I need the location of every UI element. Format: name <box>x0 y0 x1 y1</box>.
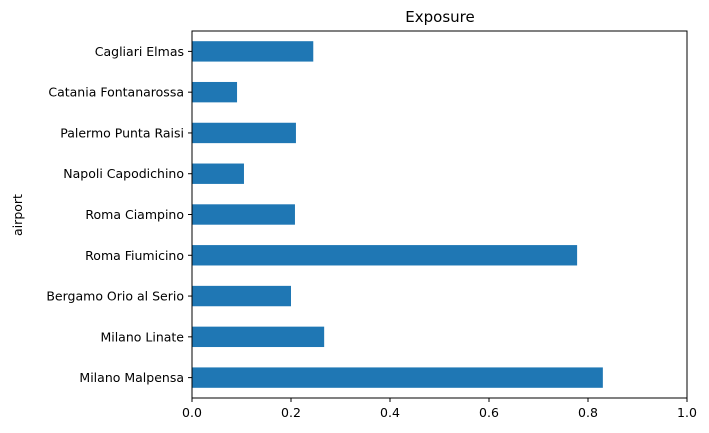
y-axis-label: airport <box>10 194 25 236</box>
y-tick-label: Cagliari Elmas <box>95 44 184 59</box>
bar-palermo-punta-raisi <box>192 122 296 144</box>
y-tick-label: Milano Linate <box>100 329 184 344</box>
x-tick-label: 1.0 <box>677 405 697 420</box>
bar-milano-malpensa <box>192 367 603 388</box>
y-tick-label: Roma Fiumicino <box>85 248 184 263</box>
y-tick-label: Catania Fontanarossa <box>48 85 184 100</box>
x-tick-label: 0.6 <box>479 405 499 420</box>
x-tick-label: 0.0 <box>182 405 202 420</box>
y-tick-label: Napoli Capodichino <box>63 166 184 181</box>
y-tick-label: Milano Malpensa <box>79 370 184 385</box>
bar-napoli-capodichino <box>192 163 244 184</box>
x-tick-label: 0.4 <box>380 405 400 420</box>
bar-cagliari-elmas <box>192 41 314 62</box>
x-tick-label: 0.2 <box>281 405 301 420</box>
y-tick-label: Roma Ciampino <box>85 207 184 222</box>
plot-frame <box>191 30 688 399</box>
x-ticks-group: 0.0 0.2 0.4 0.6 0.8 1.0 <box>182 398 697 420</box>
bar-bergamo-orio-al-serio <box>192 285 291 307</box>
bars-group <box>192 41 603 388</box>
y-tick-label: Bergamo Orio al Serio <box>46 289 184 304</box>
x-tick-label: 0.8 <box>578 405 598 420</box>
bar-roma-ciampino <box>192 204 295 225</box>
bar-milano-linate <box>192 326 325 348</box>
chart-title: Exposure <box>405 8 474 26</box>
y-tick-label: Palermo Punta Raisi <box>60 125 184 140</box>
bar-catania-fontanarossa <box>192 81 238 103</box>
bar-roma-fiumicino <box>192 245 578 266</box>
y-ticks-group: Milano Malpensa Milano Linate Bergamo Orio… <box>46 44 192 385</box>
